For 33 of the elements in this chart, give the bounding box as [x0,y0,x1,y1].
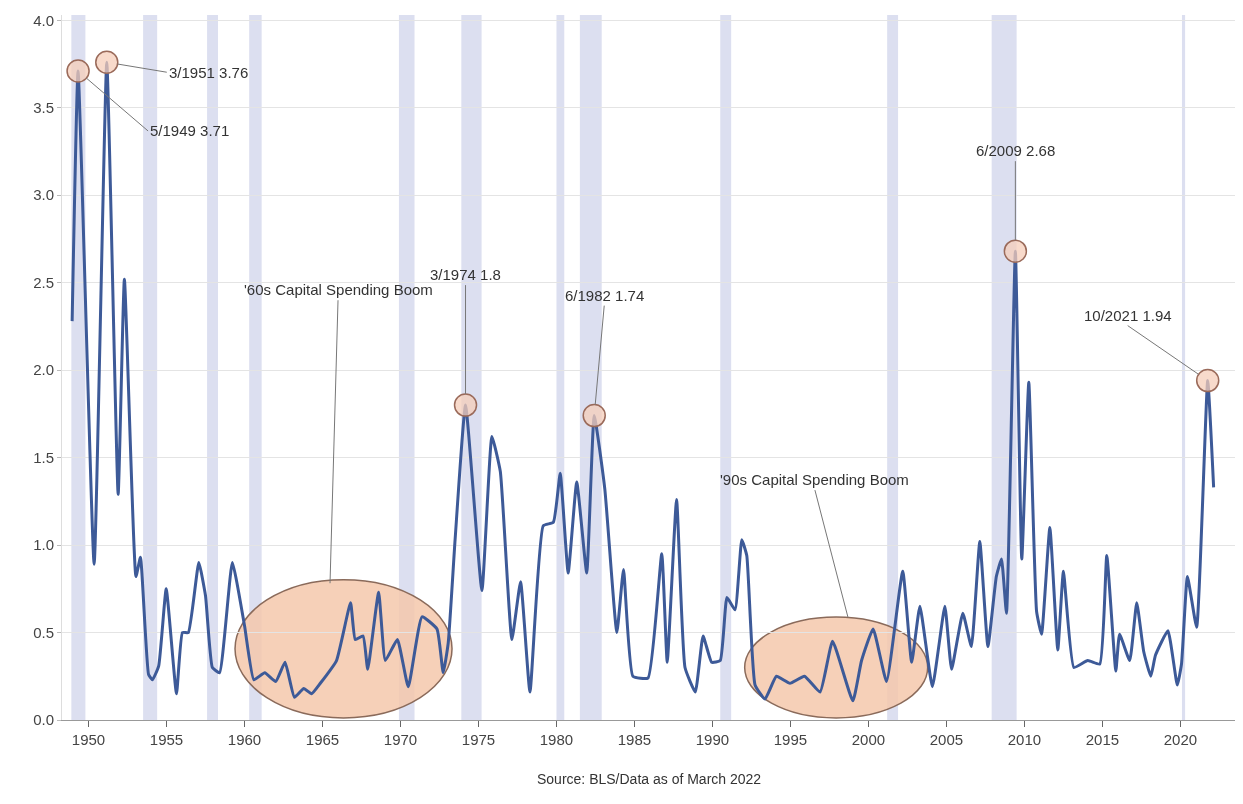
annotation: 5/1949 3.71 [150,122,230,139]
annotation: 6/2009 2.68 [976,142,1056,159]
annotation: '90s Capital Spending Boom [720,471,909,488]
y-tick-label: 2.5 [33,273,54,291]
y-tick-label: 0.0 [33,711,54,729]
x-tick-label: 2015 [1085,731,1120,748]
x-tick-label: 1960 [227,731,262,748]
x-tick-label: 1980 [539,731,574,748]
x-tick-label: 1985 [617,731,652,748]
annotation: 6/1982 1.74 [565,287,645,304]
annotation: 3/1974 1.8 [430,266,501,283]
x-tick-label: 1975 [461,731,496,748]
y-tick-label: 0.5 [33,623,54,641]
x-tick-label: 1950 [71,731,106,748]
x-tick-label: 2010 [1007,731,1042,748]
x-tick-label: 1970 [383,731,418,748]
y-tick-label: 3.5 [33,98,54,116]
x-tick-label: 2005 [929,731,964,748]
x-tick-label: 2020 [1163,731,1198,748]
y-tick-label: 3.0 [33,186,54,204]
annotation: 3/1951 3.76 [169,64,249,81]
y-tick-label: 2.0 [33,361,54,379]
source-note: Source: BLS/Data as of March 2022 [537,771,762,787]
y-tick-label: 1.5 [33,448,54,466]
x-tick-label: 1965 [305,731,340,748]
x-tick-label: 1995 [773,731,808,748]
y-tick-label: 4.0 [33,11,54,29]
annotation: 10/2021 1.94 [1084,307,1172,324]
x-tick-label: 1990 [695,731,730,748]
x-tick-label: 2000 [851,731,886,748]
annotation: '60s Capital Spending Boom [244,281,433,298]
x-tick-label: 1955 [149,731,184,748]
y-tick-label: 1.0 [33,536,54,554]
